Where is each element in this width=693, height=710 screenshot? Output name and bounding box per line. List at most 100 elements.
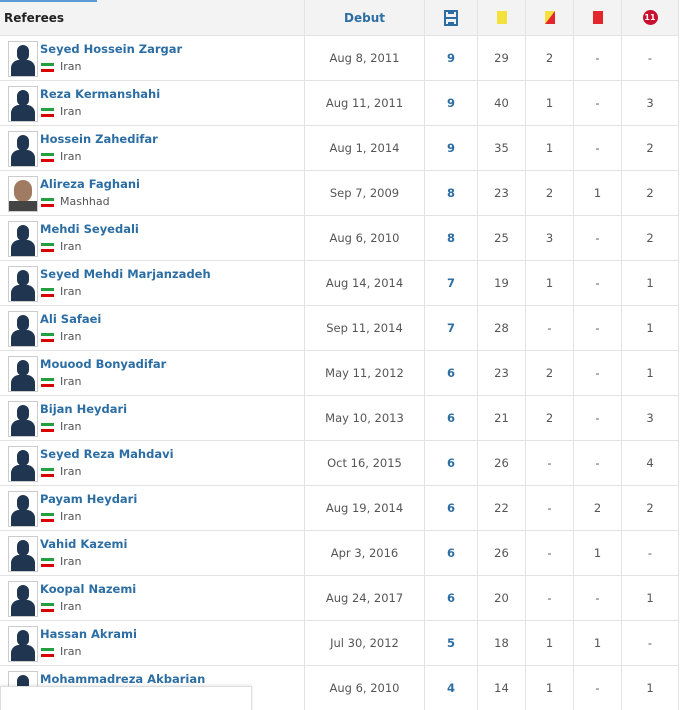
stat: 1 [574,621,622,666]
flag [41,108,54,117]
stat: 1 [622,306,679,351]
penalty-icon: 11 [622,0,679,36]
matches: 6 [425,441,478,486]
tab-indicator [0,0,97,2]
location: Iran [60,510,82,523]
icon [544,11,555,24]
stat: - [574,126,622,171]
referee-cell: Hossein Zahedifar Iran [0,126,305,171]
stat: - [526,441,574,486]
referee-name[interactable]: Seyed Hossein Zargar [40,42,183,56]
flag [41,243,54,252]
stat: 1 [526,126,574,171]
referee-cell: Seyed Mehdi Marjanzadeh Iran [0,261,305,306]
flag [41,513,54,522]
debut: Aug 14, 2014 [305,261,425,306]
referee-cell: Bijan Heydari Iran [0,396,305,441]
stat: 19 [478,261,526,306]
matches: 6 [425,576,478,621]
location: Iran [60,420,82,433]
debut: May 11, 2012 [305,351,425,396]
icon [444,9,458,26]
avatar [8,41,38,77]
matches: 6 [425,396,478,441]
referee-cell: Mouood Bonyadifar Iran [0,351,305,396]
debut: Aug 1, 2014 [305,126,425,171]
stat: 1 [622,576,679,621]
stat: 35 [478,126,526,171]
matches: 8 [425,171,478,216]
stat: 20 [478,576,526,621]
debut: Sep 7, 2009 [305,171,425,216]
avatar [8,581,38,617]
referee-name[interactable]: Reza Kermanshahi [40,87,161,101]
matches: 6 [425,351,478,396]
matches: 7 [425,261,478,306]
referee-name[interactable]: Koopal Nazemi [40,582,137,596]
stat: 1 [622,666,679,710]
stat: - [526,306,574,351]
stat: 26 [478,441,526,486]
stat: - [526,576,574,621]
referee-name[interactable]: Mohammadreza Akbarian [40,672,206,686]
referee-name[interactable]: Bijan Heydari [40,402,128,416]
referee-cell: Koopal Nazemi Iran [0,576,305,621]
stat: 3 [622,396,679,441]
referee-cell: Seyed Reza Mahdavi Iran [0,441,305,486]
location: Iran [60,600,82,613]
referee-name[interactable]: Ali Safaei [40,312,102,326]
stat: - [574,351,622,396]
referee-name[interactable]: Mouood Bonyadifar [40,357,167,371]
matches: 6 [425,531,478,576]
referee-cell: Vahid Kazemi Iran [0,531,305,576]
referee-name[interactable]: Alireza Faghani [40,177,140,191]
location: Iran [60,60,82,73]
stat: 2 [526,171,574,216]
location: Iran [60,555,82,568]
location: Iran [60,285,82,298]
referee-name[interactable]: Hassan Akrami [40,627,137,641]
stat: - [622,36,679,81]
matches: 8 [425,216,478,261]
stat: 2 [622,126,679,171]
overlay-box [0,686,252,710]
referee-name[interactable]: Vahid Kazemi [40,537,128,551]
stat: - [574,36,622,81]
avatar [8,266,38,302]
avatar [8,446,38,482]
flag [41,648,54,657]
referee-name[interactable]: Hossein Zahedifar [40,132,158,146]
debut: Aug 24, 2017 [305,576,425,621]
referee-cell: Hassan Akrami Iran [0,621,305,666]
matches: 5 [425,621,478,666]
stat: 26 [478,531,526,576]
second-yellow-icon [526,0,574,36]
stat: 23 [478,351,526,396]
location: Iran [60,150,82,163]
matches-icon [425,0,478,36]
stat: - [574,576,622,621]
debut: Sep 11, 2014 [305,306,425,351]
referee-name[interactable]: Seyed Mehdi Marjanzadeh [40,267,211,281]
header-cell: Debut [305,0,425,36]
referee-cell: Ali Safaei Iran [0,306,305,351]
referee-name[interactable]: Mehdi Seyedali [40,222,139,236]
stat: 18 [478,621,526,666]
icon [592,11,603,24]
flag [41,288,54,297]
stat: - [622,621,679,666]
stat: 14 [478,666,526,710]
debut: Apr 3, 2016 [305,531,425,576]
debut: Aug 11, 2011 [305,81,425,126]
avatar [8,86,38,122]
location: Iran [60,330,82,343]
stat: 1 [622,351,679,396]
referee-cell: Reza Kermanshahi Iran [0,81,305,126]
matches: 9 [425,126,478,171]
referee-name[interactable]: Seyed Reza Mahdavi [40,447,174,461]
debut: Aug 19, 2014 [305,486,425,531]
avatar [8,401,38,437]
referee-name[interactable]: Payam Heydari [40,492,138,506]
avatar [8,536,38,572]
flag [41,468,54,477]
